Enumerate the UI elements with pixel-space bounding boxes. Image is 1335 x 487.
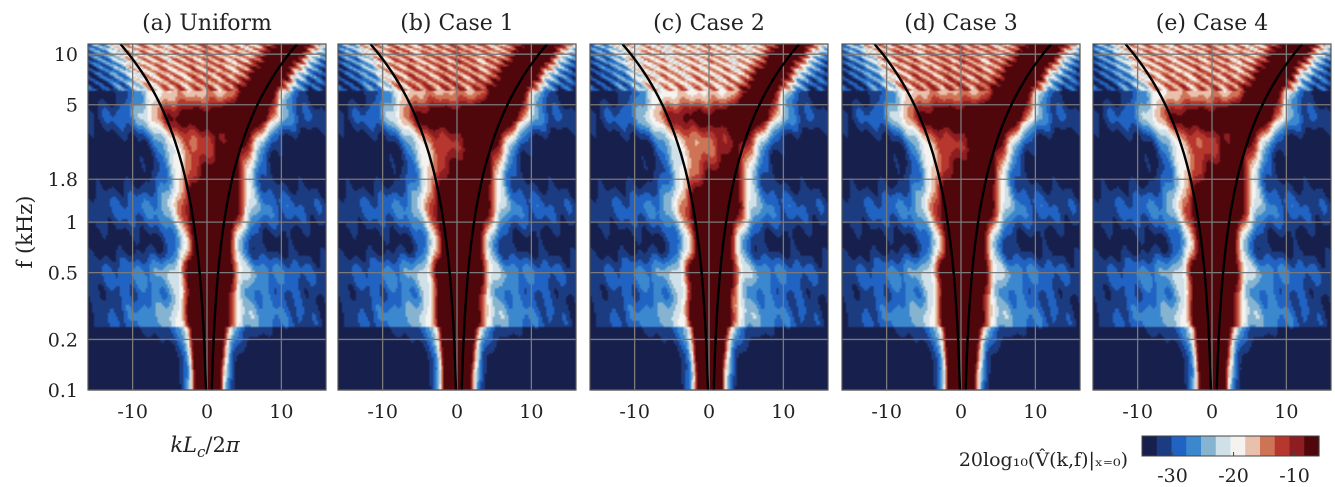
x-tick-label: 10 (1023, 401, 1047, 423)
panel-frame (87, 43, 327, 391)
x-tick-label: 10 (269, 401, 293, 423)
x-tick-label: 10 (1274, 401, 1298, 423)
panel-2: (b) Case 1 -10 0 10 (337, 11, 577, 423)
panel-frame (337, 43, 577, 391)
colorbar-swatch (1215, 436, 1232, 456)
x-tick-label: -10 (871, 401, 902, 423)
y-tick-label: 0.5 (48, 263, 78, 285)
panel-title: (e) Case 4 (1156, 11, 1268, 36)
colorbar-swatch (1230, 436, 1246, 456)
x-tick-label: 10 (771, 401, 795, 423)
colorbar-swatch (1186, 436, 1202, 456)
colorbar-swatch (1260, 436, 1276, 456)
colorbar-swatch (1171, 436, 1187, 456)
dispersion-curve-r (712, 43, 801, 391)
y-tick-label: 1.8 (48, 169, 78, 191)
panel-title: (c) Case 2 (653, 11, 765, 36)
colorbar-tick-label: -30 (1157, 465, 1188, 487)
dispersion-curve-r (210, 43, 299, 391)
colorbar-swatch (1201, 436, 1217, 456)
x-tick-label: -10 (367, 401, 398, 423)
y-tick-label: 0.1 (48, 380, 78, 402)
panel-1: (a) Uniform -10 0 10 0.1 0.2 0.5 1 1.8 5 10 (48, 11, 327, 423)
colorbar-label: 20log₁₀(V̂(k,f)|ₓ₌₀) (959, 449, 1128, 471)
x-axis-label: kLc/2π (170, 433, 241, 461)
x-tick-label: 0 (201, 401, 213, 423)
y-axis-label: f (kHz) (13, 196, 37, 269)
dispersion-curve-l (1124, 43, 1213, 391)
dispersion-curve-l (873, 43, 962, 391)
colorbar-swatch (1304, 436, 1320, 456)
colorbar-tick-label: -10 (1279, 465, 1310, 487)
panel-frame (1092, 43, 1332, 391)
dispersion-curve-r (460, 43, 549, 391)
panel-4: (d) Case 3 -10 0 10 (841, 11, 1081, 423)
panel-title: (b) Case 1 (400, 11, 514, 36)
panel-title: (a) Uniform (142, 11, 272, 36)
panel-title: (d) Case 3 (904, 11, 1018, 36)
x-tick-label: -10 (1122, 401, 1153, 423)
dispersion-curve-r (964, 43, 1053, 391)
x-tick-label: 0 (955, 401, 967, 423)
y-tick-label: 1 (66, 212, 78, 234)
dispersion-curve-l (621, 43, 710, 391)
x-tick-label: -10 (117, 401, 148, 423)
colorbar-swatch (1274, 436, 1291, 456)
y-tick-label: 0.2 (48, 329, 78, 351)
x-tick-label: 0 (1206, 401, 1218, 423)
x-tick-label: 0 (703, 401, 715, 423)
y-tick-label: 5 (66, 95, 78, 117)
colorbar-swatch (1245, 436, 1261, 456)
x-tick-label: 0 (451, 401, 463, 423)
panel-3: (c) Case 2 -10 0 10 (589, 11, 829, 423)
dispersion-curve-l (369, 43, 458, 391)
panel-5: (e) Case 4 -10 0 10 (1092, 11, 1332, 423)
dispersion-curve-l (119, 43, 208, 391)
colorbar-frame (1141, 435, 1320, 457)
colorbar-swatch (1142, 436, 1158, 456)
panel-frame (841, 43, 1081, 391)
svg-text:kLc/2π: kLc/2π (170, 433, 241, 461)
y-tick-label: 10 (54, 44, 78, 66)
colorbar-swatch (1289, 436, 1305, 456)
colorbar-tick-label: -20 (1218, 465, 1249, 487)
x-tick-label: 10 (519, 401, 543, 423)
colorbar-swatch (1156, 436, 1173, 456)
dispersion-curve-r (1215, 43, 1304, 391)
panel-frame (589, 43, 829, 391)
x-tick-label: -10 (619, 401, 650, 423)
colorbar: -30 -20 -10 20log₁₀(V̂(k,f)|ₓ₌₀) (959, 435, 1320, 487)
